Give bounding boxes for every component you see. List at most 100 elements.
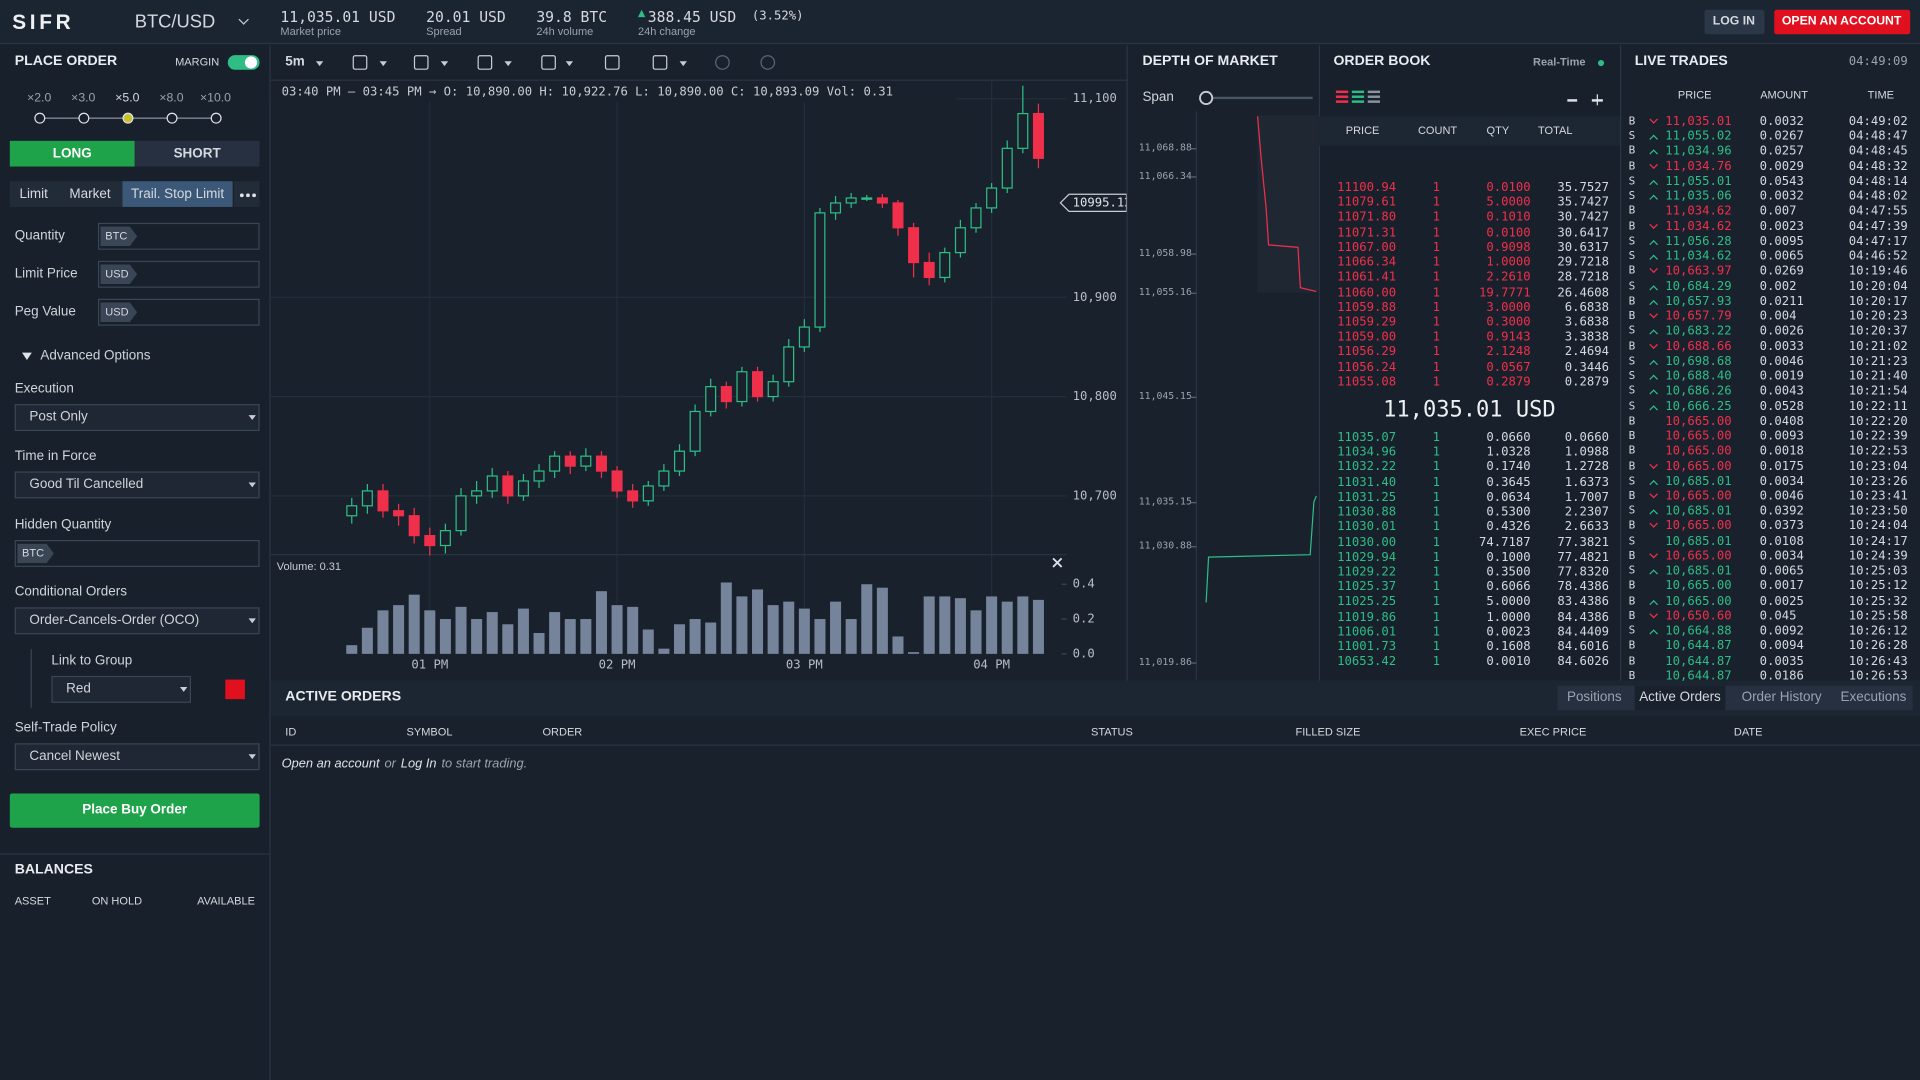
- orders-tab[interactable]: Positions: [1566, 690, 1622, 705]
- select-box[interactable]: [14, 404, 260, 432]
- message-link[interactable]: Log In: [400, 756, 437, 772]
- long-button[interactable]: [9, 140, 135, 167]
- submit-label[interactable]: Place Buy Order: [82, 802, 188, 818]
- leverage-label[interactable]: ×10.0: [200, 91, 232, 106]
- select-value[interactable]: Post Only: [29, 409, 88, 425]
- volume-bar: [970, 610, 982, 654]
- toolbar-candles[interactable]: [352, 55, 368, 70]
- panel-title: PLACE ORDER: [14, 54, 118, 69]
- orders-tab[interactable]: Active Orders: [1639, 690, 1721, 705]
- volume-bar: [658, 648, 670, 654]
- column-header: QTY: [1486, 124, 1510, 137]
- order-type-label[interactable]: Trail. Stop Limit: [131, 186, 225, 202]
- trade-price: 10,698.68: [1665, 354, 1732, 369]
- volume-tick-label: 0.4: [1073, 577, 1095, 591]
- order-type-label[interactable]: Limit: [19, 186, 48, 202]
- select-box[interactable]: [14, 471, 260, 499]
- select-box[interactable]: [14, 607, 260, 635]
- advanced-label[interactable]: Advanced Options: [40, 348, 151, 364]
- candle-body: [658, 470, 670, 487]
- trade-side: S: [1628, 355, 1636, 368]
- depth-price-label: 11,035.15: [1138, 495, 1192, 507]
- leverage-label[interactable]: ×2.0: [27, 91, 52, 106]
- candle-body: [861, 197, 873, 200]
- trade-price: 11,034.62: [1665, 249, 1732, 264]
- toolbar-layers[interactable]: [413, 55, 429, 70]
- trade-side: S: [1628, 385, 1636, 398]
- advanced-caret[interactable]: [22, 352, 32, 361]
- candle-body: [627, 490, 639, 502]
- toolbar-save[interactable]: [652, 55, 668, 70]
- leverage-label[interactable]: ×5.0: [115, 91, 140, 106]
- trade-side: B: [1628, 145, 1636, 158]
- order-type-label[interactable]: Market: [69, 186, 111, 202]
- orders-tab[interactable]: Executions: [1840, 690, 1907, 705]
- trade-side: B: [1628, 415, 1636, 428]
- login-button[interactable]: [1704, 9, 1765, 35]
- book-view-icon[interactable]: [1335, 90, 1349, 94]
- login-label[interactable]: LOG IN: [1712, 14, 1755, 29]
- book-view-icon[interactable]: [1351, 95, 1365, 98]
- trade-time: 04:47:55: [1848, 205, 1908, 219]
- toolbar-draw[interactable]: [541, 55, 556, 70]
- select-box[interactable]: [51, 675, 192, 703]
- orders-tab[interactable]: Order History: [1741, 690, 1822, 705]
- book-view-icon[interactable]: [1367, 100, 1381, 103]
- leverage-label[interactable]: ×3.0: [71, 91, 96, 106]
- leverage-dot[interactable]: [34, 112, 46, 124]
- book-minus[interactable]: [1567, 99, 1578, 102]
- book-view-icon[interactable]: [1367, 90, 1381, 94]
- order-type-tab[interactable]: [57, 181, 123, 207]
- message-link[interactable]: Open an account: [281, 756, 380, 772]
- book-view-icon[interactable]: [1335, 95, 1349, 98]
- select-value[interactable]: Red: [66, 681, 91, 697]
- select-value[interactable]: Order-Cancels-Order (OCO): [29, 612, 200, 628]
- trade-amount: 0.0032: [1759, 190, 1804, 204]
- book-view-icon[interactable]: [1351, 90, 1365, 94]
- trade-amount: 0.007: [1759, 205, 1797, 219]
- volume-bar: [595, 591, 607, 654]
- group-color[interactable]: [225, 679, 245, 700]
- candle-body: [642, 485, 654, 502]
- order-type-tab[interactable]: [9, 181, 58, 207]
- leverage-dot[interactable]: [166, 112, 178, 124]
- x-tick-label: 04 PM: [973, 657, 1010, 671]
- trade-price: 10,663.97: [1665, 264, 1732, 279]
- input-box[interactable]: [14, 540, 260, 567]
- book-total: 3.3838: [1564, 330, 1609, 345]
- leverage-dot[interactable]: [78, 112, 90, 124]
- toolbar-layout[interactable]: [477, 55, 493, 70]
- open-account-label[interactable]: OPEN AN ACCOUNT: [1781, 14, 1902, 29]
- short-label[interactable]: SHORT: [173, 146, 221, 162]
- book-qty: 0.0100: [1486, 181, 1531, 195]
- select-box[interactable]: [14, 743, 260, 771]
- book-view-icon[interactable]: [1335, 100, 1349, 103]
- order-type-tab[interactable]: [122, 181, 233, 207]
- open-account-button[interactable]: [1774, 9, 1911, 35]
- book-view-icon[interactable]: [1367, 95, 1381, 98]
- book-qty: 0.0660: [1486, 431, 1531, 445]
- column-header: PRICE: [1345, 124, 1380, 137]
- leverage-dot[interactable]: [210, 112, 222, 124]
- select-value[interactable]: Good Til Cancelled: [29, 476, 144, 492]
- select-value[interactable]: Cancel Newest: [29, 748, 120, 764]
- long-label[interactable]: LONG: [52, 146, 92, 162]
- trade-side: B: [1628, 550, 1636, 563]
- book-view-icon[interactable]: [1351, 100, 1365, 103]
- volume-bar: [580, 619, 592, 654]
- zoom-out[interactable]: [715, 55, 730, 70]
- span-knob[interactable]: [1199, 90, 1214, 106]
- interval[interactable]: 5m: [285, 54, 305, 70]
- submit-button[interactable]: [9, 793, 260, 828]
- short-button[interactable]: [134, 140, 260, 167]
- leverage-label[interactable]: ×8.0: [159, 91, 184, 106]
- leverage-dot[interactable]: [122, 112, 134, 124]
- field-label: Quantity: [14, 228, 65, 244]
- tab-active[interactable]: [1634, 685, 1726, 711]
- trade-price: 11,034.76: [1665, 160, 1732, 174]
- volume-bar: [736, 596, 748, 654]
- stat-value: 388.45 USD: [647, 8, 737, 26]
- toolbar-text[interactable]: [604, 55, 620, 70]
- zoom-in[interactable]: [760, 55, 776, 70]
- volume-bar: [798, 608, 810, 654]
